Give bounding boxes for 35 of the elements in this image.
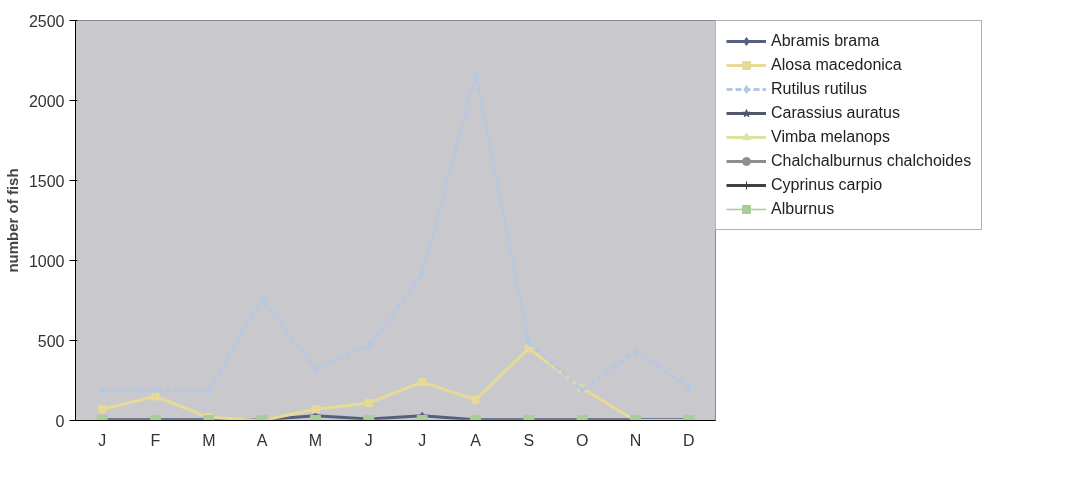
point [364,398,373,407]
point [418,378,427,387]
legend-label: Abramis brama [771,32,880,50]
x-tick-label: M [202,431,216,449]
x-tick-label: J [418,431,427,449]
y-tick-label: 1000 [28,252,65,270]
point [632,347,639,356]
x-tick-label: A [256,431,268,449]
point [312,364,319,373]
legend-label: Alosa macedonica [771,56,902,74]
point [151,392,160,401]
point [98,405,107,414]
x-tick-label: S [523,431,535,449]
x-tick-label: J [98,431,107,449]
legend-label: Rutilus rutilus [771,80,868,98]
x-tick-label: D [683,431,695,449]
legend-label: Alburnus [771,200,835,218]
x-tick-label: A [470,431,482,449]
y-tick-label: 1500 [28,172,65,190]
legend-label: Carassius auratus [771,104,900,122]
y-axis-title: number of fish [3,168,21,273]
point [471,395,480,404]
x-tick-label: O [575,431,589,449]
x-tick-label: M [308,431,323,449]
y-tick-label: 0 [55,412,65,430]
legend-label: Cyprinus carpio [771,176,883,194]
x-tick-label: F [150,431,161,449]
y-tick-label: 2000 [28,92,65,110]
legend-label: Vimba melanops [771,128,890,146]
y-tick-label: 2500 [28,12,65,30]
x-tick-label: J [364,431,373,449]
legend-label: Chalchalburnus chalchoides [771,152,972,170]
point [311,405,320,414]
x-tick-label: N [629,431,642,449]
y-tick-label: 500 [37,332,65,350]
